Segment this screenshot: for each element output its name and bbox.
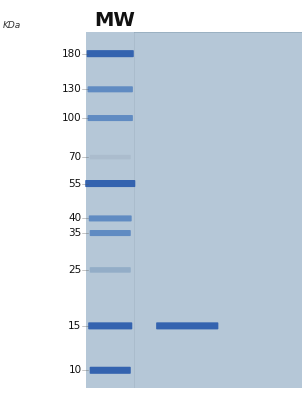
Text: 180: 180	[62, 49, 82, 59]
Text: MW: MW	[94, 11, 135, 30]
Text: 25: 25	[68, 265, 82, 275]
Text: 70: 70	[69, 152, 82, 162]
Text: 130: 130	[62, 84, 82, 94]
Text: 100: 100	[62, 113, 82, 123]
FancyBboxPatch shape	[88, 86, 133, 92]
Text: 10: 10	[69, 365, 82, 375]
FancyBboxPatch shape	[90, 155, 131, 159]
Bar	[86, 32, 134, 388]
FancyBboxPatch shape	[88, 322, 132, 329]
Text: 55: 55	[68, 179, 82, 188]
FancyBboxPatch shape	[89, 215, 132, 221]
FancyBboxPatch shape	[85, 180, 135, 187]
Bar	[86, 32, 302, 388]
FancyBboxPatch shape	[87, 50, 134, 57]
Text: KDa: KDa	[3, 21, 21, 30]
FancyBboxPatch shape	[156, 322, 218, 329]
FancyBboxPatch shape	[90, 367, 131, 374]
FancyBboxPatch shape	[90, 230, 131, 236]
Text: 40: 40	[69, 213, 82, 223]
Text: 35: 35	[68, 228, 82, 238]
FancyBboxPatch shape	[90, 267, 131, 273]
Text: 15: 15	[68, 321, 82, 331]
FancyBboxPatch shape	[88, 115, 133, 121]
